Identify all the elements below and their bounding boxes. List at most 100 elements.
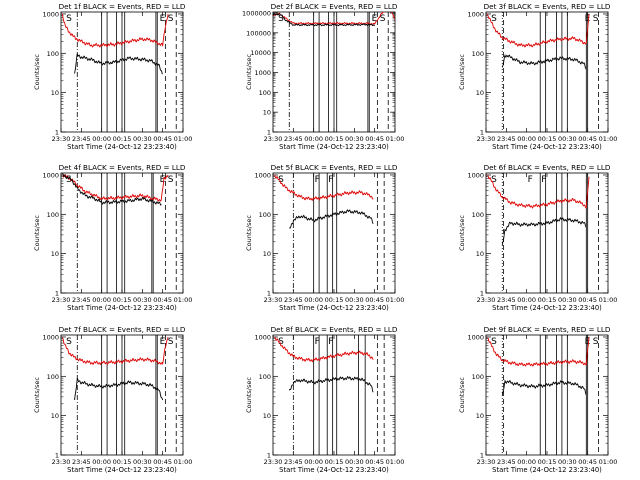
y-tick-label: 10 xyxy=(476,89,484,97)
y-tick-label: 1000 xyxy=(254,69,271,77)
series-line-lld xyxy=(487,336,590,367)
marker-letter: S xyxy=(66,175,72,185)
panel-det-1f: Det 1f BLACK = Events, RED = LLD 1 10 100 10… xyxy=(33,2,192,151)
x-tick-label: 23:30 xyxy=(477,135,496,143)
x-tick-label: 00:45 xyxy=(153,135,172,143)
y-tick-label: 100 xyxy=(472,211,484,219)
y-axis-label: Counts/sec xyxy=(458,377,466,413)
series-line-events xyxy=(273,13,375,27)
marker-letter: S xyxy=(593,337,599,347)
y-axis-label: Counts/sec xyxy=(33,377,41,413)
panel-det-3f: Det 3f BLACK = Events, RED = LLD 1 10 100 10… xyxy=(458,2,617,151)
x-tick-label: 23:45 xyxy=(497,458,516,466)
y-tick-label: 1 xyxy=(55,452,59,460)
x-axis-label: Start Time (24-Oct-12 23:23:40) xyxy=(67,143,177,151)
x-tick-label: 00:30 xyxy=(133,296,152,304)
x-tick-label: 00:30 xyxy=(558,135,577,143)
y-tick-label: 10 xyxy=(263,250,271,258)
marker-letter: S xyxy=(66,14,72,24)
y-tick-label: 100 xyxy=(259,89,271,97)
series-line-lld xyxy=(274,336,374,363)
x-tick-label: 23:45 xyxy=(497,296,516,304)
x-tick-label: 00:00 xyxy=(517,135,536,143)
x-tick-label: 23:30 xyxy=(52,296,71,304)
y-tick-label: 1000 xyxy=(467,10,484,18)
x-axis-label: Start Time (24-Oct-12 23:23:40) xyxy=(279,304,389,312)
panel-det-2f: Det 2f BLACK = Events, RED = LLD 1 10 100 10… xyxy=(242,2,404,151)
panel-title: Det 2f BLACK = Events, RED = LLD xyxy=(271,2,398,11)
y-tick-label: 1000000 xyxy=(242,9,271,17)
panel-det-6f: Det 6f BLACK = Events, RED = LLD 1 10 100 10… xyxy=(458,163,617,312)
y-axis-label: Counts/sec xyxy=(33,54,41,90)
series-line-lld xyxy=(273,12,395,25)
x-tick-label: 01:00 xyxy=(174,135,193,143)
y-tick-label: 1000 xyxy=(467,171,484,179)
x-tick-label: 00:15 xyxy=(325,296,344,304)
x-tick-label: 00:15 xyxy=(538,135,557,143)
x-axis-label: Start Time (24-Oct-12 23:23:40) xyxy=(67,466,177,474)
x-tick-label: 23:30 xyxy=(52,458,71,466)
marker-letter: S xyxy=(491,14,497,24)
x-tick-label: 01:00 xyxy=(599,296,618,304)
marker-letter: S xyxy=(278,14,284,24)
y-tick-label: 100 xyxy=(472,373,484,381)
x-tick-label: 00:45 xyxy=(578,296,597,304)
y-tick-label: 100 xyxy=(47,211,59,219)
x-axis-label: Start Time (24-Oct-12 23:23:40) xyxy=(492,143,602,151)
y-axis-label: Counts/sec xyxy=(245,215,253,251)
marker-letter: S xyxy=(66,337,72,347)
panel-title: Det 8f BLACK = Events, RED = LLD xyxy=(271,325,398,334)
y-tick-label: 100 xyxy=(472,50,484,58)
plot-frame xyxy=(272,334,396,456)
x-tick-label: 00:15 xyxy=(325,135,344,143)
x-tick-label: 00:30 xyxy=(133,458,152,466)
x-tick-label: 23:45 xyxy=(497,135,516,143)
y-tick-label: 10 xyxy=(51,89,59,97)
y-axis-label: Counts/sec xyxy=(458,54,466,90)
x-tick-label: 23:30 xyxy=(477,296,496,304)
y-tick-label: 100 xyxy=(47,50,59,58)
x-tick-label: 23:30 xyxy=(264,135,283,143)
x-tick-label: 00:15 xyxy=(538,296,557,304)
series-line-lld xyxy=(62,174,169,202)
x-tick-label: 00:00 xyxy=(304,296,323,304)
y-axis-label: Counts/sec xyxy=(245,377,253,413)
y-tick-label: 1 xyxy=(55,290,59,298)
marker-letter: F xyxy=(315,175,320,185)
x-tick-label: 00:45 xyxy=(578,135,597,143)
y-tick-label: 1 xyxy=(480,452,484,460)
x-tick-label: 00:30 xyxy=(345,296,364,304)
x-tick-label: 01:00 xyxy=(386,135,405,143)
marker-letter: S xyxy=(593,14,599,24)
y-tick-label: 1 xyxy=(480,290,484,298)
marker-letter: S xyxy=(168,175,174,185)
x-tick-label: 00:30 xyxy=(133,135,152,143)
y-tick-label: 100 xyxy=(259,373,271,381)
y-axis-label: Counts/sec xyxy=(245,54,253,90)
y-tick-label: 1000 xyxy=(467,333,484,341)
panel-det-4f: Det 4f BLACK = Events, RED = LLD 1 10 100 10… xyxy=(33,163,192,312)
marker-letter: F xyxy=(528,175,533,185)
x-tick-label: 00:45 xyxy=(153,458,172,466)
y-tick-label: 1 xyxy=(267,452,271,460)
plot-frame xyxy=(485,11,609,133)
x-tick-label: 23:30 xyxy=(477,458,496,466)
panel-title: Det 6f BLACK = Events, RED = LLD xyxy=(484,163,611,172)
x-tick-label: 00:00 xyxy=(517,458,536,466)
plot-frame xyxy=(485,334,609,456)
y-tick-label: 1 xyxy=(267,129,271,137)
panel-det-8f: Det 8f BLACK = Events, RED = LLD 1 10 100 10… xyxy=(245,325,404,474)
x-tick-label: 01:00 xyxy=(599,135,618,143)
x-tick-label: 00:15 xyxy=(538,458,557,466)
x-tick-label: 00:00 xyxy=(517,296,536,304)
series-line-events xyxy=(288,375,374,393)
marker-letter: S xyxy=(491,337,497,347)
marker-letter: E xyxy=(160,175,166,185)
y-axis-label: Counts/sec xyxy=(33,215,41,251)
y-tick-label: 100 xyxy=(47,373,59,381)
y-tick-label: 1000 xyxy=(254,333,271,341)
x-tick-label: 00:00 xyxy=(304,135,323,143)
series-line-events xyxy=(501,379,587,396)
x-tick-label: 00:45 xyxy=(365,296,384,304)
y-tick-label: 10 xyxy=(263,412,271,420)
